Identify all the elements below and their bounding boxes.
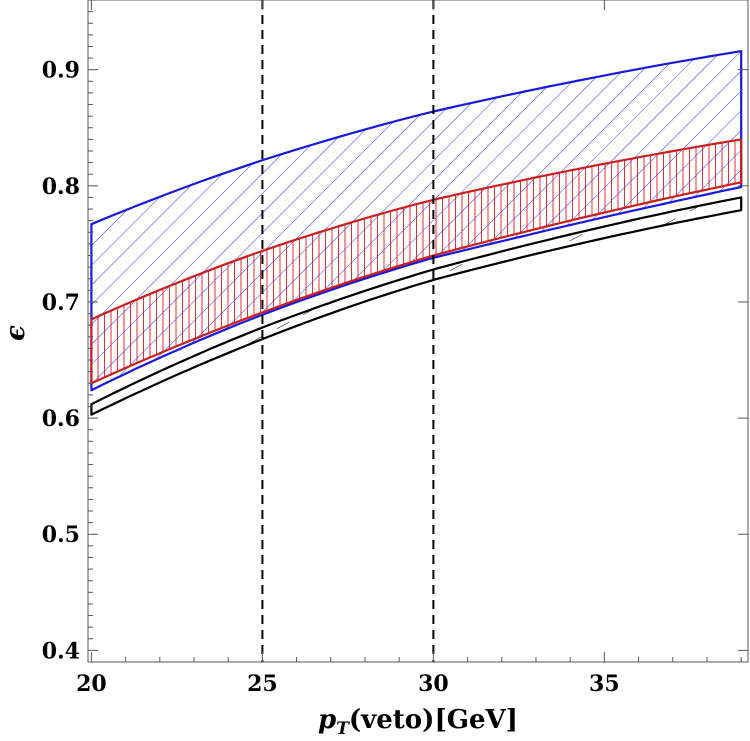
y-tick-label: 0.7 (42, 290, 80, 316)
band-hatch (91, 197, 742, 415)
x-axis: 20 25 30 35 (76, 0, 742, 697)
band-series-2 (90, 138, 743, 385)
x-axis-title: pT(veto)[GeV] (318, 705, 518, 739)
y-tick-label: 0.9 (42, 58, 80, 84)
y-axis: 0.4 0.5 0.6 0.7 0.8 0.9 (42, 11, 748, 664)
band-hatch (91, 139, 742, 384)
y-tick-label: 0.5 (42, 522, 80, 548)
x-tick-label: 35 (589, 671, 620, 697)
band-series-3 (90, 196, 743, 416)
x-tick-label: 25 (247, 671, 278, 697)
y-tick-label: 0.8 (42, 174, 80, 200)
y-tick-label: 0.4 (42, 638, 80, 664)
plot-frame (87, 0, 749, 663)
x-tick-label: 30 (418, 671, 449, 697)
band-outline (90, 138, 743, 385)
x-tick-label: 20 (76, 671, 107, 697)
band-outline (90, 196, 743, 416)
vertical-lines (261, 0, 435, 662)
y-tick-label: 0.6 (42, 406, 80, 432)
y-axis-title: ϵ (1, 325, 31, 341)
band-outline (90, 50, 743, 392)
bands (90, 50, 743, 416)
